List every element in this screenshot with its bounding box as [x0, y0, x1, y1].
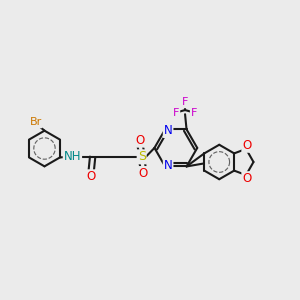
Text: O: O [136, 134, 145, 147]
Text: S: S [138, 150, 146, 163]
Text: N: N [164, 124, 172, 137]
Text: F: F [191, 108, 197, 118]
Text: N: N [164, 159, 172, 172]
Text: F: F [182, 97, 188, 107]
Text: NH: NH [64, 150, 81, 163]
Text: O: O [139, 167, 148, 180]
Text: O: O [86, 170, 96, 183]
Text: O: O [242, 172, 252, 185]
Text: Br: Br [29, 117, 42, 128]
Text: F: F [173, 108, 179, 118]
Text: O: O [242, 139, 252, 152]
